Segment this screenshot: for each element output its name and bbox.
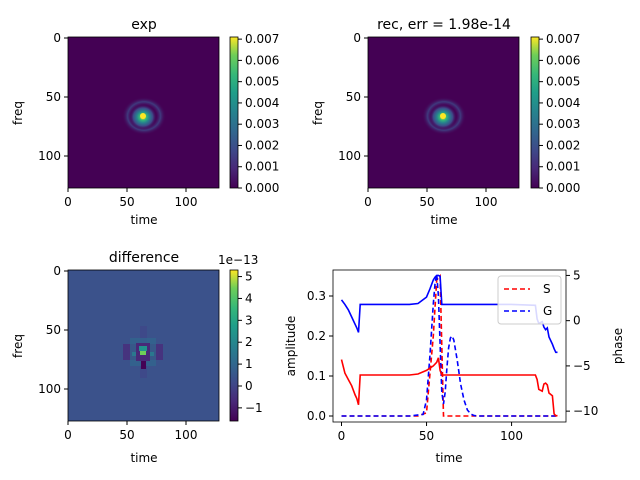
heatmap-difference-title: difference	[109, 250, 179, 266]
y-right-tick-label: −5	[573, 359, 591, 373]
heatmap-difference-ytick: 0	[53, 264, 61, 278]
heatmap-difference-xlabel: time	[130, 451, 157, 465]
colorbar-tick-label: 0.007	[245, 32, 279, 46]
line-plot-xlabel: time	[435, 451, 462, 465]
heatmap-exp-panel: exp 0 50 100 0 50 100 time freq 0.0000.0…	[11, 17, 279, 227]
colorbar-tick-label: 1	[245, 357, 253, 371]
colorbar-tick-label: 0.004	[245, 96, 279, 110]
colorbar-ticks: −1 0 1 2 3 4 5	[238, 270, 263, 415]
colorbar-tick-label: 2	[245, 335, 253, 349]
heatmap-difference-ytick: 50	[46, 323, 61, 337]
colorbar-ticks: 0.000 0.001 0.002 0.003 0.004 0.005 0.006 0.007	[539, 32, 580, 195]
line-plot-ylabel-right: phase	[611, 328, 625, 364]
colorbar-tick-label: 0.006	[245, 53, 279, 67]
heatmap-rec-colorbar: 0.000 0.001 0.002 0.003 0.004 0.005 0.006 0.007	[530, 32, 580, 195]
colorbar-tick-label: 0.001	[245, 160, 279, 174]
line-plot-axes: 0 50 100 0.0 0.1 0.2 0.3 −10 −5 0 5	[307, 268, 598, 443]
heatmap-difference-colorbar: 1e−13 −1 0 1 2 3 4 5	[218, 253, 263, 422]
colorbar-tick-label: 5	[245, 270, 253, 284]
heatmap-difference-ylabel: freq	[11, 334, 25, 358]
colorbar-tick-label: 3	[245, 313, 253, 327]
heatmap-difference-panel: difference 0 50 100 0 50 100 time freq	[11, 250, 263, 465]
heatmap-rec-peak-core	[440, 113, 446, 119]
colorbar-tick-label: −1	[245, 401, 263, 415]
amplitude-phase-panel: 0 50 100 0.0 0.1 0.2 0.3 −10 −5 0 5 time amplitude…	[284, 268, 625, 465]
heatmap-difference-structure	[123, 326, 163, 378]
heatmap-difference-axes: 0 50 100 0 50 100 time freq	[11, 264, 197, 465]
series-line-right-2	[340, 357, 558, 417]
heatmap-rec-xlabel: time	[430, 213, 457, 227]
colorbar-ticks: 0.000 0.001 0.002 0.003 0.004 0.005 0.006 0.007	[238, 32, 279, 195]
y-tick-label: 0.0	[307, 409, 326, 423]
colorbar-tick-label: 0	[245, 379, 253, 393]
heatmap-rec-ytick: 50	[346, 90, 361, 104]
colorbar-tick-label: 0.003	[245, 117, 279, 131]
colorbar-tick-label: 0.000	[245, 181, 279, 195]
y-tick-label: 0.2	[307, 329, 326, 343]
heatmap-difference-ytick: 100	[38, 382, 61, 396]
y-right-tick-label: 5	[573, 268, 581, 282]
colorbar-tick-label: 0.006	[546, 53, 580, 67]
line-plot-ylabel: amplitude	[284, 316, 298, 377]
heatmap-exp-ytick: 50	[46, 90, 61, 104]
colorbar-tick-label: 0.003	[546, 117, 580, 131]
heatmap-exp-peak-core	[140, 113, 146, 119]
heatmap-rec-ylabel: freq	[311, 101, 325, 125]
heatmap-exp-ytick: 0	[53, 31, 61, 45]
heatmap-rec-panel: rec, err = 1.98e-14 0 50 100 0 50 100 ti…	[311, 17, 580, 227]
heatmap-rec-xtick: 100	[475, 195, 498, 209]
x-tick-label: 0	[338, 429, 346, 443]
colorbar-tick-label: 0.005	[245, 75, 279, 89]
colorbar-gradient	[229, 269, 239, 422]
colorbar-scale-label: 1e−13	[218, 253, 258, 267]
colorbar-tick-label: 0.001	[546, 160, 580, 174]
heatmap-exp-xtick: 0	[64, 195, 72, 209]
colorbar-tick-label: 0.002	[546, 138, 580, 152]
heatmap-exp-axes: 0 50 100 0 50 100 time freq	[11, 31, 197, 227]
heatmap-exp-title: exp	[131, 17, 157, 33]
y-right-tick-label: −10	[573, 404, 598, 418]
heatmap-difference-xtick: 100	[175, 428, 198, 442]
line-plot-series	[340, 273, 560, 417]
legend-label-s: S	[543, 282, 551, 296]
colorbar-tick-label: 0.002	[245, 138, 279, 152]
legend-box	[497, 275, 562, 325]
heatmap-rec-xtick: 50	[419, 195, 434, 209]
heatmap-exp-ytick: 100	[38, 149, 61, 163]
colorbar-gradient	[229, 36, 239, 189]
heatmap-rec-ytick: 0	[353, 31, 361, 45]
x-tick-label: 50	[419, 429, 434, 443]
heatmap-exp-ylabel: freq	[11, 101, 25, 125]
heatmap-rec-xtick: 0	[364, 195, 372, 209]
legend-label-g: G	[543, 304, 552, 318]
heatmap-exp-xlabel: time	[130, 213, 157, 227]
heatmap-rec-axes: 0 50 100 0 50 100 time freq	[311, 31, 497, 227]
colorbar-tick-label: 0.004	[546, 96, 580, 110]
colorbar-tick-label: 0.005	[546, 75, 580, 89]
heatmap-exp-xtick: 50	[119, 195, 134, 209]
x-tick-label: 100	[500, 429, 523, 443]
colorbar-tick-label: 0.000	[546, 181, 580, 195]
colorbar-gradient	[530, 36, 540, 189]
heatmap-difference-xtick: 0	[64, 428, 72, 442]
heatmap-rec-title: rec, err = 1.98e-14	[377, 17, 511, 33]
y-tick-label: 0.3	[307, 289, 326, 303]
heatmap-exp-xtick: 100	[175, 195, 198, 209]
y-tick-label: 0.1	[307, 369, 326, 383]
y-right-tick-label: 0	[573, 314, 581, 328]
series-line-right-3	[340, 274, 558, 354]
heatmap-rec-ytick: 100	[338, 149, 361, 163]
legend: S G	[497, 275, 562, 325]
colorbar-tick-label: 4	[245, 291, 253, 305]
colorbar-tick-label: 0.007	[546, 32, 580, 46]
heatmap-exp-colorbar: 0.000 0.001 0.002 0.003 0.004 0.005 0.006 0.007	[229, 32, 279, 195]
heatmap-difference-xtick: 50	[119, 428, 134, 442]
